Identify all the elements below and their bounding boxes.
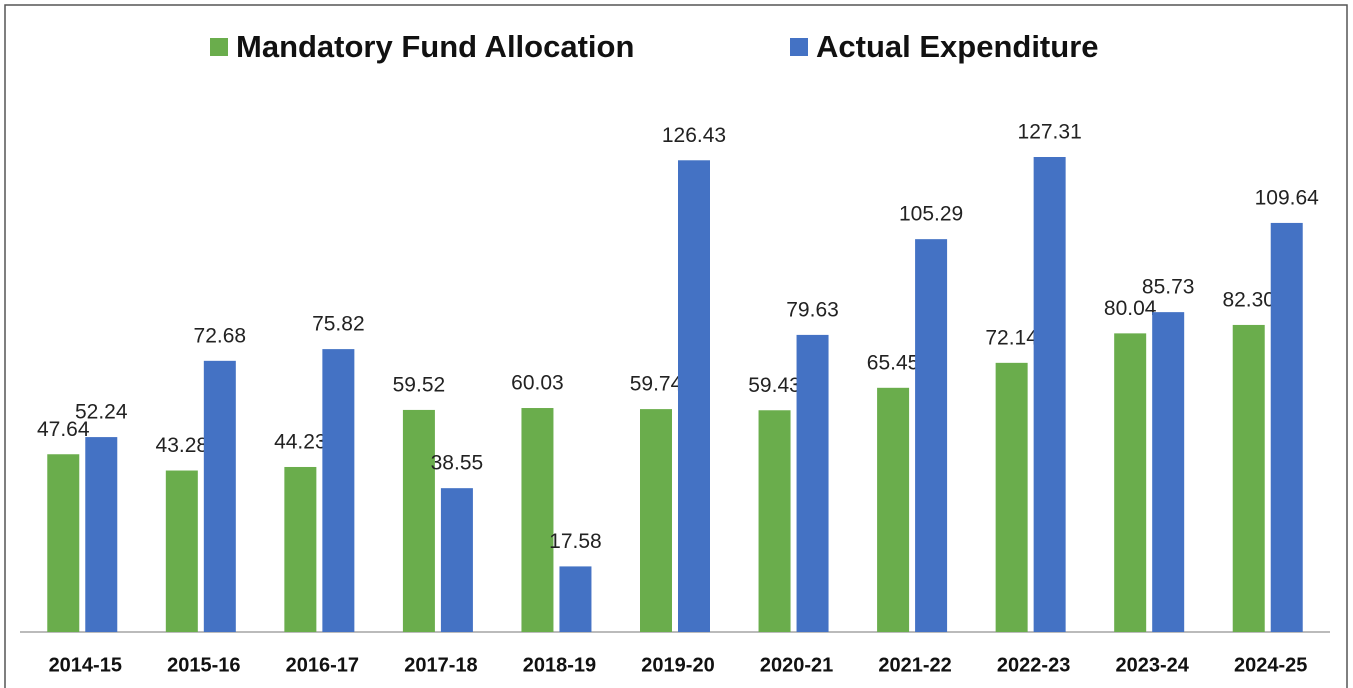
bar <box>284 466 317 632</box>
bar <box>1152 312 1185 632</box>
data-label: 47.64 <box>37 418 90 441</box>
bar <box>440 488 473 632</box>
data-label: 38.55 <box>431 452 484 475</box>
data-label: 109.64 <box>1255 186 1320 209</box>
bar <box>796 334 829 632</box>
data-label: 75.82 <box>312 313 365 336</box>
data-label: 52.24 <box>75 401 128 424</box>
x-tick-label: 2023-24 <box>1115 654 1189 676</box>
bar <box>1114 333 1147 632</box>
bar <box>678 160 710 632</box>
legend-label: Actual Expenditure <box>816 29 1099 64</box>
x-tick-label: 2016-17 <box>286 654 359 676</box>
x-tick-label: 2015-16 <box>167 654 240 676</box>
bar <box>640 409 672 632</box>
bar <box>1270 222 1303 632</box>
bar <box>203 360 236 632</box>
data-label: 43.28 <box>156 434 209 457</box>
data-label: 126.43 <box>662 124 726 147</box>
x-tick-label: 2020-21 <box>760 654 833 676</box>
data-label: 65.45 <box>867 351 920 374</box>
bar <box>85 437 118 632</box>
bar <box>915 239 948 633</box>
legend-label: Mandatory Fund Allocation <box>236 29 634 64</box>
bar <box>559 566 592 632</box>
x-tick-label: 2024-25 <box>1234 654 1307 676</box>
data-label: 44.23 <box>274 431 327 454</box>
bar <box>521 408 554 632</box>
legend-swatch <box>210 38 228 56</box>
data-label: 80.04 <box>1104 297 1157 320</box>
data-label: 59.74 <box>630 373 683 396</box>
data-label: 79.63 <box>786 298 839 321</box>
data-label: 59.52 <box>393 373 446 396</box>
data-label: 127.31 <box>1018 121 1082 144</box>
data-label: 59.43 <box>748 374 801 397</box>
legend-swatch <box>790 38 808 56</box>
bar <box>165 470 198 632</box>
bar <box>1033 157 1066 632</box>
bar <box>322 349 355 632</box>
chart-frame <box>4 4 1348 688</box>
bar <box>877 387 910 632</box>
x-tick-label: 2021-22 <box>878 654 951 676</box>
bar <box>995 362 1028 632</box>
data-label: 82.30 <box>1222 288 1275 311</box>
data-label: 105.29 <box>899 203 963 226</box>
bar <box>758 410 791 632</box>
x-tick-label: 2019-20 <box>641 654 714 676</box>
data-label: 60.03 <box>511 372 564 395</box>
bar <box>1232 324 1265 632</box>
data-label: 72.14 <box>985 326 1038 349</box>
x-tick-label: 2014-15 <box>49 654 122 676</box>
data-label: 85.73 <box>1142 276 1195 299</box>
data-label: 17.58 <box>549 530 602 553</box>
x-tick-label: 2018-19 <box>523 654 596 676</box>
bar <box>47 454 80 632</box>
bar <box>402 409 435 632</box>
x-tick-label: 2022-23 <box>997 654 1070 676</box>
data-label: 72.68 <box>194 324 247 347</box>
x-tick-label: 2017-18 <box>404 654 477 676</box>
